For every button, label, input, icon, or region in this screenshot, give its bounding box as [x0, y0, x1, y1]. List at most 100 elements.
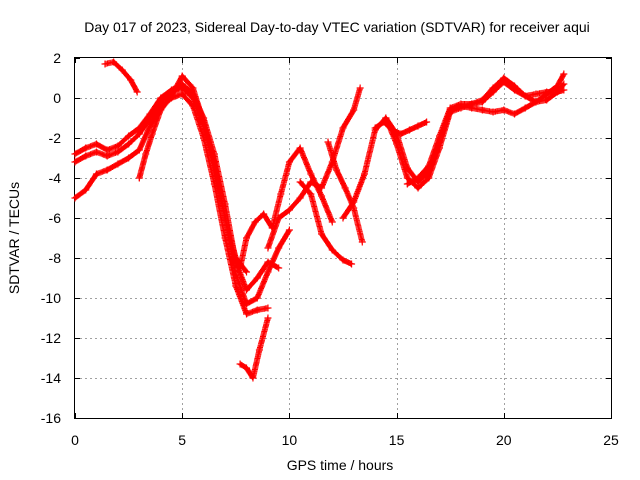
data-point [414, 184, 422, 192]
data-point [243, 310, 251, 318]
data-point [277, 190, 285, 198]
data-point [425, 162, 433, 170]
data-point [114, 160, 122, 168]
series-arc-8 [264, 84, 364, 252]
data-point [560, 86, 568, 94]
data-point [339, 256, 347, 264]
data-point [318, 184, 326, 192]
y-tick-label: 0 [53, 90, 61, 106]
y-tick-label: -2 [49, 130, 62, 146]
data-point [200, 118, 208, 126]
data-point [101, 60, 109, 68]
series-arc-5 [101, 58, 141, 96]
data-segment-markers [361, 128, 378, 177]
data-point [275, 214, 283, 222]
data-point [251, 218, 259, 226]
data-segment-markers [237, 236, 250, 271]
data-point [142, 150, 150, 158]
data-point [243, 234, 251, 242]
data-point [543, 96, 551, 104]
data-point [397, 130, 405, 138]
data-point [521, 104, 529, 112]
data-point [489, 84, 497, 92]
data-point [543, 88, 551, 96]
data-point [511, 82, 519, 90]
data-point [264, 314, 272, 322]
data-point [560, 80, 568, 88]
data-point [253, 306, 261, 314]
data-point [405, 126, 413, 134]
data-segment-markers [350, 86, 363, 113]
data-point [148, 130, 156, 138]
data-point [446, 104, 454, 112]
tick-layer: 0 5 10 15 20 25 -16 -14 -12 -10 -8 -6 -4 -2 0 2 [41, 50, 619, 448]
data-point [403, 180, 411, 188]
data-point [243, 268, 251, 276]
data-point [393, 140, 401, 148]
data-point [92, 148, 100, 156]
y-tick-label: -10 [41, 290, 61, 306]
x-tick-label: 10 [282, 432, 298, 448]
data-point [167, 92, 175, 100]
data-point [285, 226, 293, 234]
data-point [324, 138, 332, 146]
data-point [82, 186, 90, 194]
data-point [511, 110, 519, 118]
grid-layer [75, 58, 611, 418]
data-point [489, 108, 497, 116]
data-point [236, 360, 244, 368]
data-point [296, 178, 304, 186]
data-point [356, 84, 364, 92]
data-point [333, 166, 341, 174]
data-point [478, 96, 486, 104]
data-point [388, 126, 396, 134]
x-tick-label: 20 [496, 432, 512, 448]
data-point [255, 346, 263, 354]
y-tick-label: 2 [53, 50, 61, 66]
series-arc-1 [71, 80, 283, 294]
data-point [350, 198, 358, 206]
x-axis-label: GPS time / hours [287, 457, 394, 473]
data-point [339, 214, 347, 222]
data-point [253, 274, 261, 282]
data-point [350, 106, 358, 114]
x-tick-label: 5 [178, 432, 186, 448]
y-tick-label: -12 [41, 330, 61, 346]
data-point [260, 210, 268, 218]
data-point [103, 166, 111, 174]
data-point [414, 122, 422, 130]
y-tick-label: -14 [41, 370, 61, 386]
data-point [553, 88, 561, 96]
data-point [221, 214, 229, 222]
data-point [339, 124, 347, 132]
data-point [133, 88, 141, 96]
data-point [118, 66, 126, 74]
data-point [135, 146, 143, 154]
data-point [423, 118, 431, 126]
data-layer [71, 58, 568, 382]
data-point [232, 254, 240, 262]
series-arc-6 [236, 314, 272, 382]
data-point [285, 158, 293, 166]
data-point [264, 268, 272, 276]
data-point [382, 114, 390, 122]
data-segment-markers [350, 205, 365, 244]
series-arc-9 [296, 178, 356, 268]
data-point [125, 132, 133, 140]
data-point [178, 84, 186, 92]
data-point [435, 132, 443, 140]
data-point [135, 130, 143, 138]
data-point [275, 244, 283, 252]
data-point [71, 194, 79, 202]
series-arc-7 [236, 144, 336, 272]
data-point [71, 150, 79, 158]
data-point [275, 264, 283, 272]
data-point [157, 98, 165, 106]
data-point [125, 140, 133, 148]
data-point [478, 106, 486, 114]
data-point [114, 148, 122, 156]
x-tick-label: 0 [71, 432, 79, 448]
data-point [92, 170, 100, 178]
